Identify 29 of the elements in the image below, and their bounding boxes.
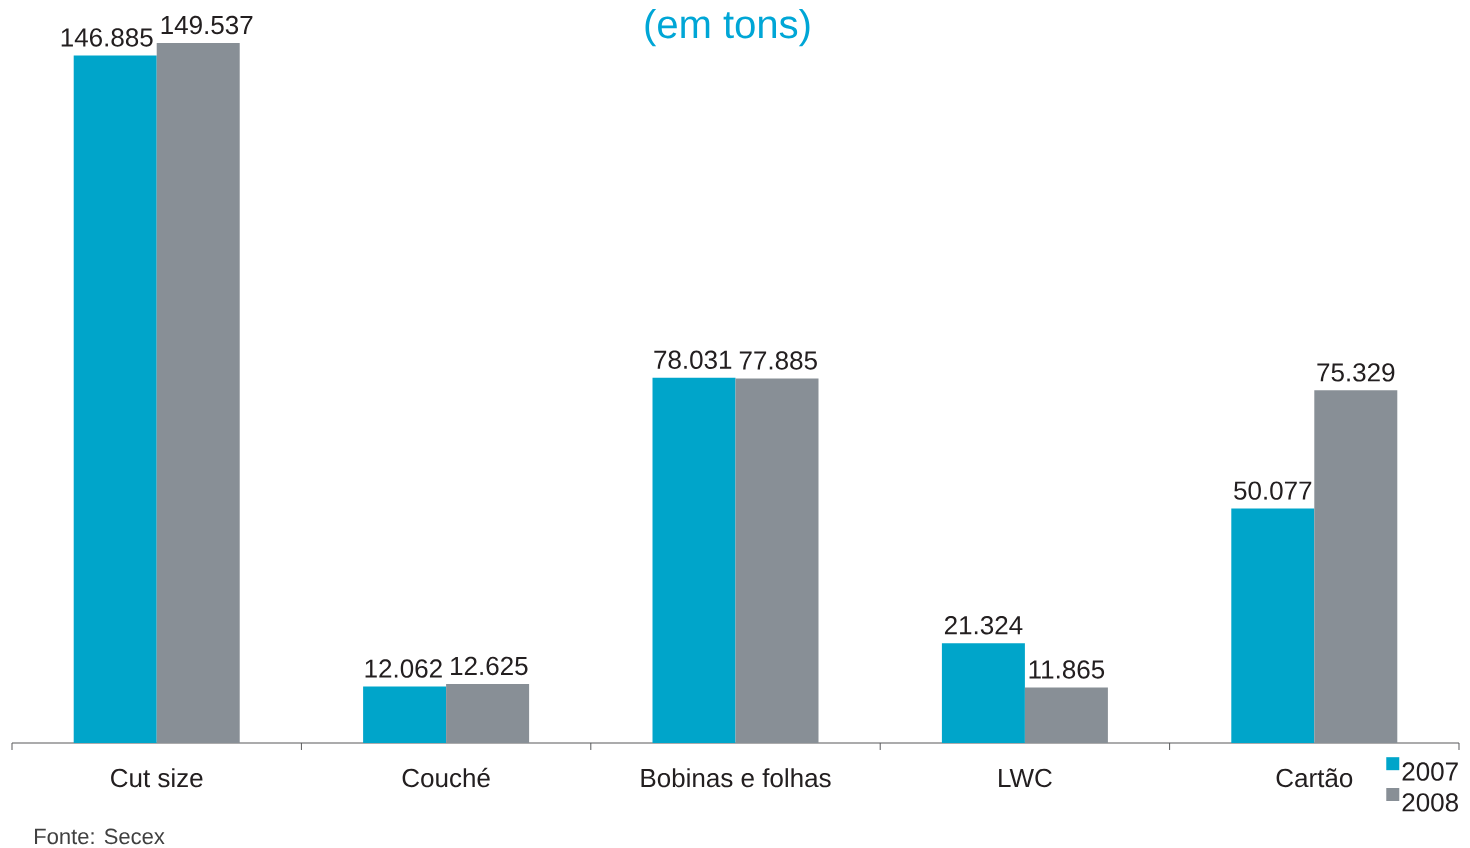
x-tick-label: Cartão — [1276, 768, 1353, 788]
data-label: 12.062 — [365, 659, 442, 678]
bar — [156, 42, 240, 743]
data-label: 146.885 — [61, 28, 153, 47]
bar — [1314, 390, 1398, 743]
bar — [1024, 687, 1108, 743]
chart-subtitle: (em tons) — [645, 9, 810, 47]
legend-label: 2008 — [1402, 793, 1458, 812]
data-label: 149.537 — [161, 15, 253, 35]
data-label: 75.329 — [1317, 363, 1395, 382]
data-label: 77.885 — [739, 351, 817, 370]
data-label: 12.625 — [451, 656, 528, 676]
data-label: 21.324 — [944, 616, 1023, 635]
data-label: 11.865 — [1029, 660, 1105, 679]
bar — [73, 55, 157, 743]
x-tick-label: LWC — [999, 768, 1052, 788]
x-tick-label: Cut size — [111, 768, 203, 788]
bar — [652, 377, 736, 743]
legend-label: 2007 — [1402, 762, 1458, 781]
x-tick-label: Bobinas e folhas — [641, 768, 831, 788]
data-label: 50.077 — [1234, 481, 1312, 500]
bar — [1231, 508, 1315, 743]
source-note: Fonte: Secex — [35, 828, 165, 845]
data-label: 78.031 — [654, 350, 732, 369]
bar — [363, 686, 447, 743]
bar — [735, 378, 819, 743]
x-tick-label: Couché — [402, 767, 490, 788]
bar — [941, 643, 1025, 743]
bar — [446, 683, 530, 743]
